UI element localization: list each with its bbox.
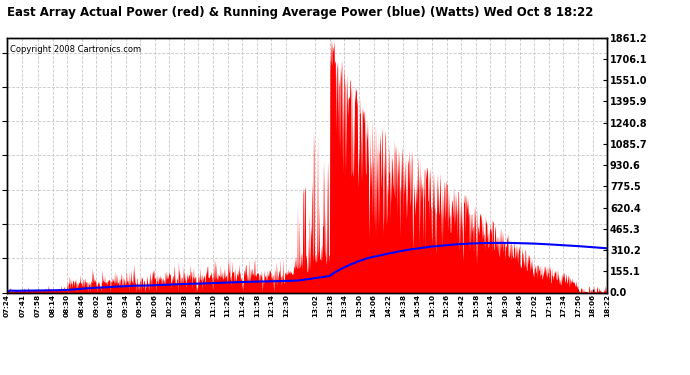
Text: Copyright 2008 Cartronics.com: Copyright 2008 Cartronics.com — [10, 45, 141, 54]
Text: East Array Actual Power (red) & Running Average Power (blue) (Watts) Wed Oct 8 1: East Array Actual Power (red) & Running … — [7, 6, 593, 19]
